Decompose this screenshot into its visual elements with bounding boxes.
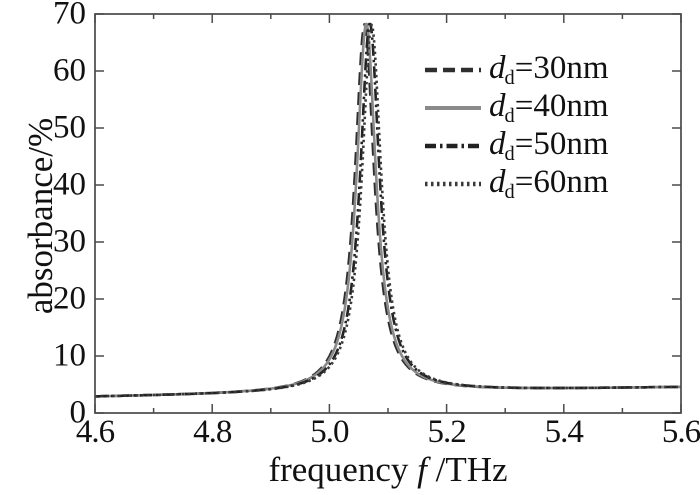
y-tick-label: 20 bbox=[53, 280, 86, 317]
legend-symbol: d bbox=[489, 163, 506, 200]
x-axis-label-prefix: frequency bbox=[268, 450, 418, 489]
legend-item-50nm: dd=50nm bbox=[424, 127, 609, 165]
legend-item-60nm: dd=60nm bbox=[424, 165, 609, 203]
legend-item-30nm: dd=30nm bbox=[424, 51, 609, 89]
y-tick-label: 40 bbox=[53, 166, 86, 203]
y-tick-label: 50 bbox=[53, 109, 86, 146]
legend-line-sample-dash-dot bbox=[425, 143, 481, 149]
legend-value: =40nm bbox=[514, 87, 609, 124]
legend-value: =30nm bbox=[514, 49, 609, 86]
legend-label: dd=30nm bbox=[489, 49, 609, 90]
curve-dotted bbox=[94, 23, 682, 398]
legend-subscript: d bbox=[504, 105, 515, 128]
x-tick-label: 5.6 bbox=[661, 414, 700, 450]
x-tick-label: 5.2 bbox=[427, 414, 466, 450]
x-axis-label-symbol: f bbox=[417, 450, 427, 489]
x-tick-label: 4.6 bbox=[75, 414, 115, 450]
legend-item-40nm: dd=40nm bbox=[424, 89, 609, 127]
legend-line-sample-dotted bbox=[425, 181, 481, 187]
legend-label: dd=60nm bbox=[489, 163, 609, 204]
y-tick-label: 70 bbox=[53, 0, 86, 32]
x-tick-label: 5.0 bbox=[310, 414, 349, 450]
legend-symbol: d bbox=[489, 87, 506, 124]
x-axis-label: frequency f /THz bbox=[95, 450, 681, 490]
legend-label: dd=40nm bbox=[489, 87, 609, 128]
legend-subscript: d bbox=[504, 181, 515, 204]
legend-line-sample-solid bbox=[425, 106, 481, 110]
legend: dd=30nm dd=40nm dd=50nm dd=60nm bbox=[424, 51, 609, 203]
legend-value: =50nm bbox=[514, 125, 609, 162]
legend-subscript: d bbox=[504, 143, 515, 166]
legend-label: dd=50nm bbox=[489, 125, 609, 166]
legend-line-sample-dashed bbox=[425, 67, 481, 73]
y-tick-label: 30 bbox=[53, 223, 86, 260]
y-tick-label: 60 bbox=[53, 52, 86, 89]
legend-symbol: d bbox=[489, 125, 506, 162]
y-tick-label: 10 bbox=[53, 337, 86, 374]
y-tick-label: 0 bbox=[69, 394, 87, 431]
legend-symbol: d bbox=[489, 49, 506, 86]
x-tick-label: 5.4 bbox=[544, 414, 584, 450]
legend-subscript: d bbox=[504, 67, 515, 90]
legend-value: =60nm bbox=[514, 163, 609, 200]
x-tick-label: 4.8 bbox=[193, 414, 232, 450]
x-axis-label-suffix: /THz bbox=[426, 450, 508, 489]
